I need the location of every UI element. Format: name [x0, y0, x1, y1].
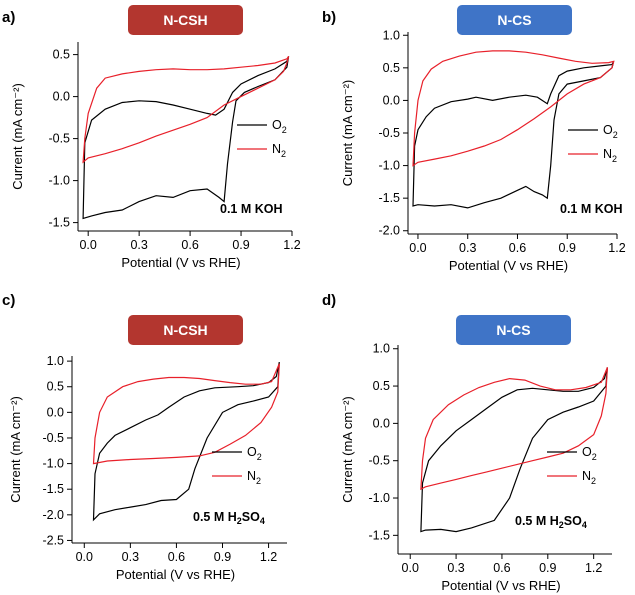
series-line-O2 [82, 56, 290, 220]
sample-badge-label: N-CS [497, 12, 531, 28]
legend-label-N2: N2 [247, 469, 261, 486]
x-tick-label: 0.9 [232, 238, 249, 252]
y-tick-label: -2.0 [378, 224, 400, 238]
y-tick-label: -1.0 [378, 159, 400, 173]
x-tick-label: 0.9 [214, 550, 231, 564]
panel-label: a) [2, 9, 15, 26]
series-line-O2 [420, 367, 608, 533]
x-tick-label: 1.2 [283, 238, 300, 252]
y-tick-label: 0.5 [373, 379, 390, 393]
y-tick-label: -1.5 [368, 528, 390, 542]
series-line-N2 [92, 363, 280, 465]
y-tick-label: 0.0 [47, 405, 64, 419]
y-axis-label: Current (mA cm⁻²) [8, 396, 23, 503]
y-tick-label: 1.0 [373, 342, 390, 356]
series-line-N2 [412, 50, 615, 167]
y-tick-label: 1.0 [47, 354, 64, 368]
panel-label: b) [322, 9, 336, 26]
legend-label-O2: O2 [582, 445, 597, 462]
x-tick-label: 0.9 [559, 241, 576, 255]
x-axis-label: Potential (V vs RHE) [121, 255, 240, 270]
legend-label-N2: N2 [272, 142, 286, 159]
sample-badge [457, 5, 572, 35]
x-tick-label: 1.2 [585, 561, 602, 575]
y-tick-label: 0.0 [53, 90, 70, 104]
x-tick-label: 0.3 [447, 561, 464, 575]
chart-panel-c: c) N-CSH 0.0 0.3 0.6 0.9 1.2 1.0 0.5 0.0 -0.5 -1.0 -… [2, 292, 287, 582]
legend-label-O2: O2 [272, 118, 287, 135]
y-axis-label: Current (mA cm⁻²) [340, 80, 355, 187]
y-tick-label: -0.5 [378, 126, 400, 140]
panel-label: d) [322, 292, 336, 309]
x-tick-label: 0.3 [459, 241, 476, 255]
x-axis-label: Potential (V vs RHE) [441, 578, 560, 593]
y-tick-label: 0.5 [47, 380, 64, 394]
sample-badge [456, 315, 571, 345]
x-tick-label: 1.2 [260, 550, 277, 564]
x-tick-label: 0.0 [402, 561, 419, 575]
y-tick-label: -2.0 [42, 508, 64, 522]
legend-label-N2: N2 [603, 147, 617, 164]
electrolyte-label: 0.1 M KOH [220, 202, 283, 216]
y-tick-label: -1.5 [48, 216, 70, 230]
electrolyte-label: 0.1 M KOH [560, 202, 623, 216]
x-tick-label: 0.3 [122, 550, 139, 564]
y-axis-label: Current (mA cm⁻²) [10, 83, 25, 190]
x-tick-label: 0.6 [509, 241, 526, 255]
x-tick-label: 0.6 [181, 238, 198, 252]
y-tick-label: -0.5 [48, 132, 70, 146]
sample-badge-label: N-CS [496, 322, 530, 338]
y-tick-label: -1.0 [42, 457, 64, 471]
sample-badge-label: N-CSH [163, 12, 207, 28]
series-line-N2 [82, 55, 290, 164]
y-tick-label: -1.0 [368, 491, 390, 505]
y-tick-label: -0.5 [368, 454, 390, 468]
y-tick-label: 0.5 [53, 48, 70, 62]
x-axis-label: Potential (V vs RHE) [116, 567, 235, 582]
y-tick-label: 1.0 [383, 28, 400, 42]
legend-label-O2: O2 [603, 123, 618, 140]
x-axis-label: Potential (V vs RHE) [449, 258, 568, 273]
x-tick-label: 0.6 [493, 561, 510, 575]
y-tick-label: -1.0 [48, 174, 70, 188]
x-tick-label: 0.0 [76, 550, 93, 564]
chart-panel-a: a) N-CSH 0.0 0.3 0.6 0.9 1.2 0.5 0.0 -0.5 -1.0 -1.5… [2, 5, 301, 270]
series-line-O2 [412, 61, 615, 209]
x-tick-label: 0.6 [168, 550, 185, 564]
y-tick-label: -1.5 [378, 191, 400, 205]
sample-badge [128, 315, 243, 345]
series-line-O2 [92, 361, 280, 522]
y-tick-label: -0.5 [42, 431, 64, 445]
x-tick-label: 0.0 [409, 241, 426, 255]
y-tick-label: -1.5 [42, 482, 64, 496]
chart-panel-b: b) N-CS 0.0 0.3 0.6 0.9 1.2 1.0 0.5 0.0 -0.5 -1.0 -1… [322, 5, 626, 273]
panel-label: c) [2, 292, 15, 309]
series-line-N2 [420, 367, 608, 491]
y-axis-label: Current (mA cm⁻²) [340, 396, 355, 503]
sample-badge [128, 5, 243, 35]
x-tick-label: 0.3 [130, 238, 147, 252]
y-tick-label: 0.0 [373, 416, 390, 430]
y-tick-label: 0.5 [383, 61, 400, 75]
electrolyte-label: 0.5 M H2SO4 [193, 510, 265, 526]
sample-badge-label: N-CSH [163, 322, 207, 338]
legend-label-N2: N2 [582, 469, 596, 486]
x-tick-label: 0.0 [79, 238, 96, 252]
y-tick-label: 0.0 [383, 93, 400, 107]
x-tick-label: 1.2 [608, 241, 625, 255]
chart-panel-d: d) N-CS 0.0 0.3 0.6 0.9 1.2 1.0 0.5 0.0 -0.5 -1.0 -1… [322, 292, 612, 593]
x-tick-label: 0.9 [539, 561, 556, 575]
y-tick-label: -2.5 [42, 533, 64, 547]
electrolyte-label: 0.5 M H2SO4 [515, 514, 587, 530]
legend-label-O2: O2 [247, 445, 262, 462]
